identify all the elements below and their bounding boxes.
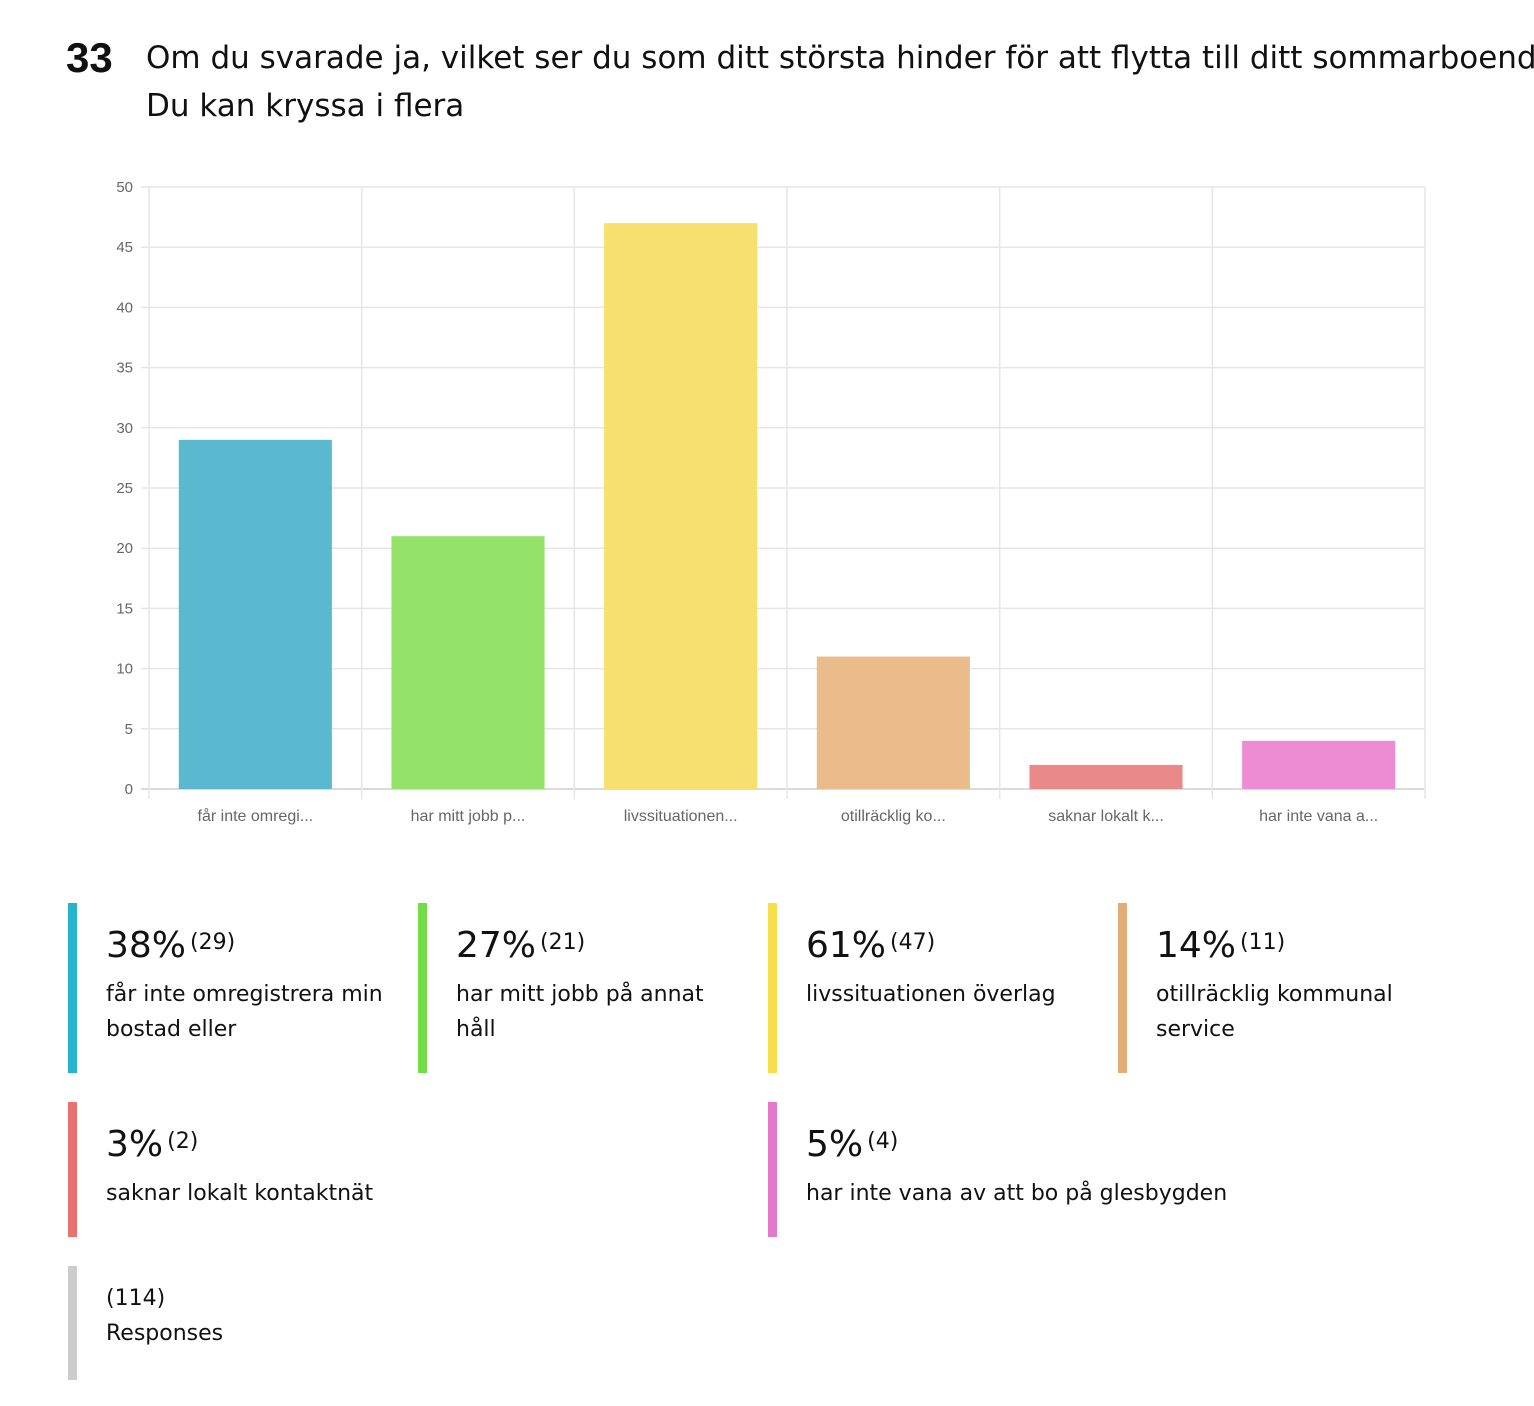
bar-3 [604, 223, 758, 789]
responses-label: Responses [106, 1321, 224, 1346]
legend-color-bar [68, 903, 77, 1073]
legend-percent: 3% (2) [106, 1124, 199, 1165]
responses-color-bar [68, 1266, 77, 1380]
x-tick-label: får inte omregi... [198, 807, 314, 825]
responses-item: (114) Responses [68, 1266, 468, 1380]
y-tick-label: 25 [116, 480, 133, 497]
legend-count: (11) [1240, 930, 1286, 955]
legend-count: (2) [167, 1129, 199, 1154]
bar-4 [816, 656, 970, 789]
responses-count: (114) [106, 1286, 166, 1311]
legend-percent: 14% (11) [1156, 925, 1286, 966]
question-title-line2: Du kan kryssa i flera [146, 88, 465, 124]
y-tick-label: 35 [116, 360, 133, 377]
y-tick-label: 50 [116, 179, 133, 196]
legend-color-bar [768, 903, 777, 1073]
y-tick-label: 15 [116, 600, 133, 617]
x-tick-label: livssituationen... [624, 808, 738, 825]
legend-label: otillräcklig kommunal service [1156, 982, 1393, 1042]
legend-count: (21) [540, 930, 586, 955]
y-tick-label: 45 [116, 239, 133, 256]
y-tick-label: 20 [116, 540, 133, 557]
y-tick-label: 40 [116, 299, 133, 316]
question-number: 33 [66, 34, 113, 81]
x-tick-label: har mitt jobb p... [411, 808, 526, 825]
legend-percent: 27% (21) [456, 925, 586, 966]
legend-item-5: 3% (2) saknar lokalt kontaktnät [68, 1102, 668, 1237]
legend-count: (29) [190, 930, 236, 955]
legend-item-6: 5% (4) har inte vana av att bo på glesbyg… [768, 1102, 1368, 1237]
legend-item-3: 61% (47) livssituationen överlag [768, 903, 1098, 1073]
bar-chart: 0 5 10 15 20 25 30 35 40 45 50 får inte omregi... ha… [116, 179, 1426, 825]
question-title: Om du svarade ja, vilket ser du som ditt… [146, 34, 1534, 130]
legend-label: har inte vana av att bo på glesbygden [806, 1181, 1228, 1206]
legend-color-bar [768, 1102, 777, 1237]
y-tick-label: 0 [125, 781, 133, 798]
bar-5 [1029, 764, 1183, 789]
legend-percent: 5% (4) [806, 1124, 899, 1165]
legend-label: livssituationen överlag [806, 982, 1056, 1007]
bar-6 [1242, 740, 1396, 789]
x-tick-label: otillräcklig ko... [841, 808, 946, 825]
legend-color-bar [1118, 903, 1127, 1073]
question-title-line1: Om du svarade ja, vilket ser du som ditt… [146, 40, 1534, 76]
legend-count: (47) [890, 930, 936, 955]
legend-label: får inte omregistrera min bostad eller [106, 982, 383, 1042]
y-tick-label: 10 [116, 661, 133, 678]
legend-color-bar [68, 1102, 77, 1237]
legend-percent: 38% (29) [106, 925, 236, 966]
legend-item-1: 38% (29) får inte omregistrera min bostad… [68, 903, 398, 1073]
legend-label: har mitt jobb på annat håll [456, 982, 704, 1042]
legend-percent: 61% (47) [806, 925, 936, 966]
legend-item-4: 14% (11) otillräcklig kommunal service [1118, 903, 1448, 1073]
y-tick-label: 30 [116, 420, 133, 437]
legend-item-2: 27% (21) har mitt jobb på annat håll [418, 903, 748, 1073]
legend-label: saknar lokalt kontaktnät [106, 1181, 374, 1206]
y-tick-label: 5 [125, 721, 133, 738]
legend-count: (4) [867, 1129, 899, 1154]
bar-1 [178, 439, 332, 789]
x-tick-label: saknar lokalt k... [1048, 808, 1164, 825]
bar-2 [391, 536, 545, 789]
legend-color-bar [418, 903, 427, 1073]
x-tick-label: har inte vana a... [1259, 808, 1378, 825]
